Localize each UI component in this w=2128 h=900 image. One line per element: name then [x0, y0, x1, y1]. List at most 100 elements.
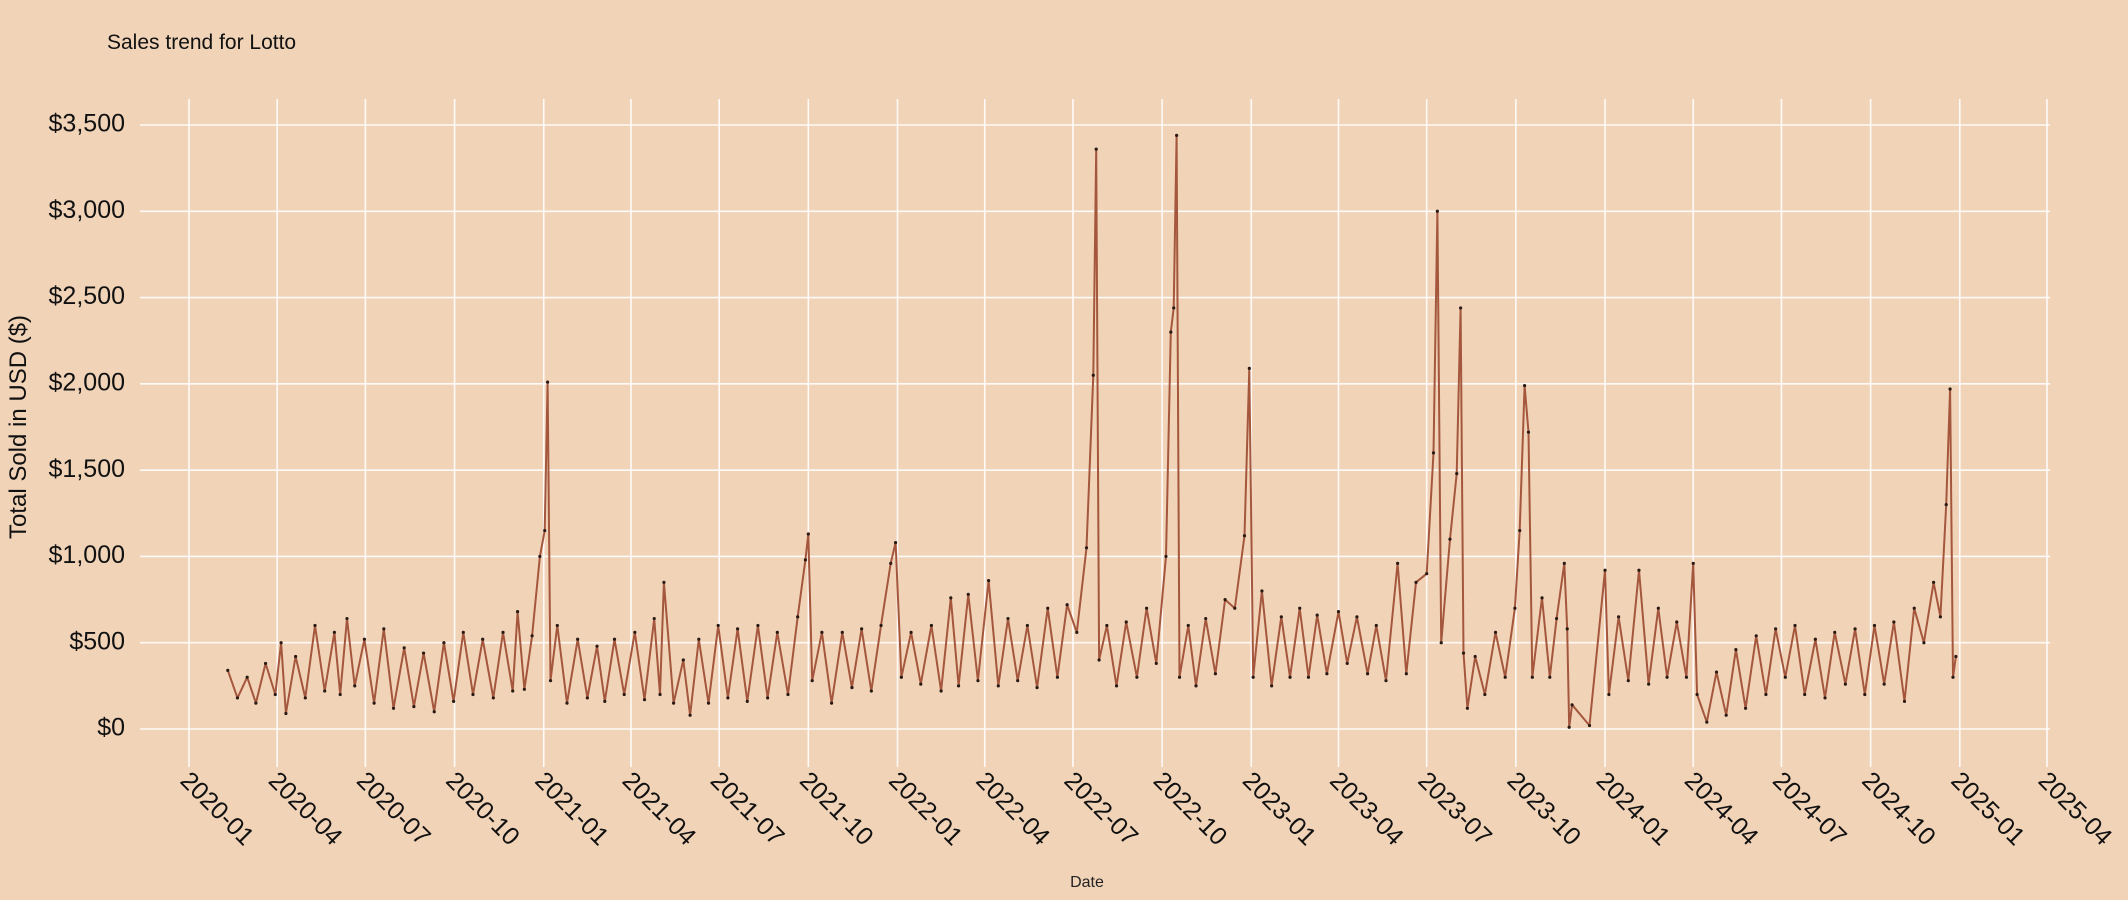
data-point [1833, 630, 1837, 634]
data-point [1938, 615, 1942, 619]
x-tick-label: 2021-04 [617, 766, 702, 851]
data-point [745, 699, 749, 703]
data-point [1016, 679, 1020, 683]
data-point [1154, 661, 1158, 666]
data-point [1587, 723, 1592, 728]
data-point [1754, 634, 1758, 638]
data-point [1503, 675, 1507, 679]
data-point [1565, 627, 1569, 631]
data-point [1186, 623, 1190, 628]
data-point [313, 623, 317, 628]
data-point [585, 696, 589, 700]
data-point [1075, 630, 1079, 634]
data-point [840, 630, 844, 634]
data-point [1570, 703, 1574, 707]
data-point [1298, 606, 1302, 610]
data-point [543, 528, 547, 533]
data-point [235, 696, 240, 700]
data-point [412, 704, 416, 709]
data-point [1603, 568, 1607, 572]
data-point [1944, 503, 1948, 507]
data-point [1355, 615, 1359, 619]
data-point [949, 596, 953, 600]
data-point [1288, 675, 1292, 679]
x-tick-label: 2022-07 [1059, 766, 1144, 851]
data-point [766, 696, 770, 700]
data-point [362, 637, 367, 641]
data-point [1513, 606, 1517, 610]
y-tick-label: $0 [97, 714, 125, 742]
data-point [939, 689, 943, 693]
data-point [1853, 627, 1857, 631]
data-point [511, 689, 515, 693]
x-tick-label: 2023-01 [1237, 766, 1322, 851]
data-point [1213, 672, 1218, 676]
data-point [796, 615, 800, 619]
data-point [461, 630, 465, 634]
data-point [1242, 534, 1247, 538]
data-point [1046, 606, 1050, 610]
data-point [1336, 610, 1341, 614]
data-point [1951, 675, 1955, 679]
data-point [1843, 682, 1848, 686]
data-point [226, 668, 230, 672]
x-tick-label: 2022-10 [1148, 766, 1233, 851]
data-point [1325, 672, 1329, 676]
x-tick-label: 2024-04 [1679, 766, 1764, 851]
data-point [538, 554, 542, 559]
data-point [860, 627, 864, 631]
x-tick-label: 2021-10 [794, 766, 879, 851]
data-point [294, 654, 298, 659]
x-tick-label: 2020-04 [263, 766, 348, 851]
data-point [716, 623, 720, 628]
data-point [1084, 546, 1089, 550]
data-point [1872, 623, 1877, 628]
data-point [1695, 692, 1699, 697]
y-axis-ticks: $0 $500 $1,000 $1,500 $2,000 $2,500 $3,000 $3,5… [49, 110, 125, 742]
data-point [681, 658, 685, 662]
data-point [1055, 675, 1060, 679]
data-point [382, 627, 386, 631]
data-point [1932, 580, 1936, 584]
data-point [279, 641, 283, 645]
data-point [1169, 330, 1173, 334]
x-tick-label: 2020-01 [175, 766, 260, 851]
data-point [622, 692, 626, 697]
data-point [1459, 306, 1463, 310]
data-point [1270, 684, 1274, 688]
data-point [391, 706, 396, 710]
data-point [1204, 616, 1208, 621]
data-point [735, 627, 740, 631]
data-point [451, 699, 456, 703]
data-point [1194, 684, 1198, 688]
data-point [1803, 692, 1807, 697]
data-point [1793, 623, 1797, 628]
data-point [1522, 383, 1527, 388]
data-point [1774, 627, 1778, 631]
data-point [1345, 661, 1349, 666]
data-point [1912, 606, 1916, 610]
data-point [491, 696, 495, 700]
data-point [1431, 451, 1436, 455]
data-point [803, 558, 808, 562]
data-point [565, 701, 569, 705]
x-tick-label: 2022-01 [883, 766, 968, 851]
data-point [987, 578, 991, 583]
data-point [899, 675, 903, 679]
data-point [263, 661, 268, 666]
data-point [1404, 672, 1408, 676]
data-point [501, 630, 505, 634]
data-point [1124, 620, 1128, 624]
data-point [820, 630, 824, 634]
data-point [1251, 675, 1255, 679]
data-point [576, 637, 580, 641]
x-tick-label: 2020-07 [351, 766, 436, 851]
data-point [1684, 675, 1689, 679]
data-point [1922, 641, 1926, 645]
data-point [1783, 675, 1787, 679]
data-point [284, 711, 288, 716]
data-point [471, 692, 475, 697]
x-tick-label: 2021-07 [705, 766, 790, 851]
data-point [672, 701, 676, 705]
data-point [555, 623, 559, 628]
